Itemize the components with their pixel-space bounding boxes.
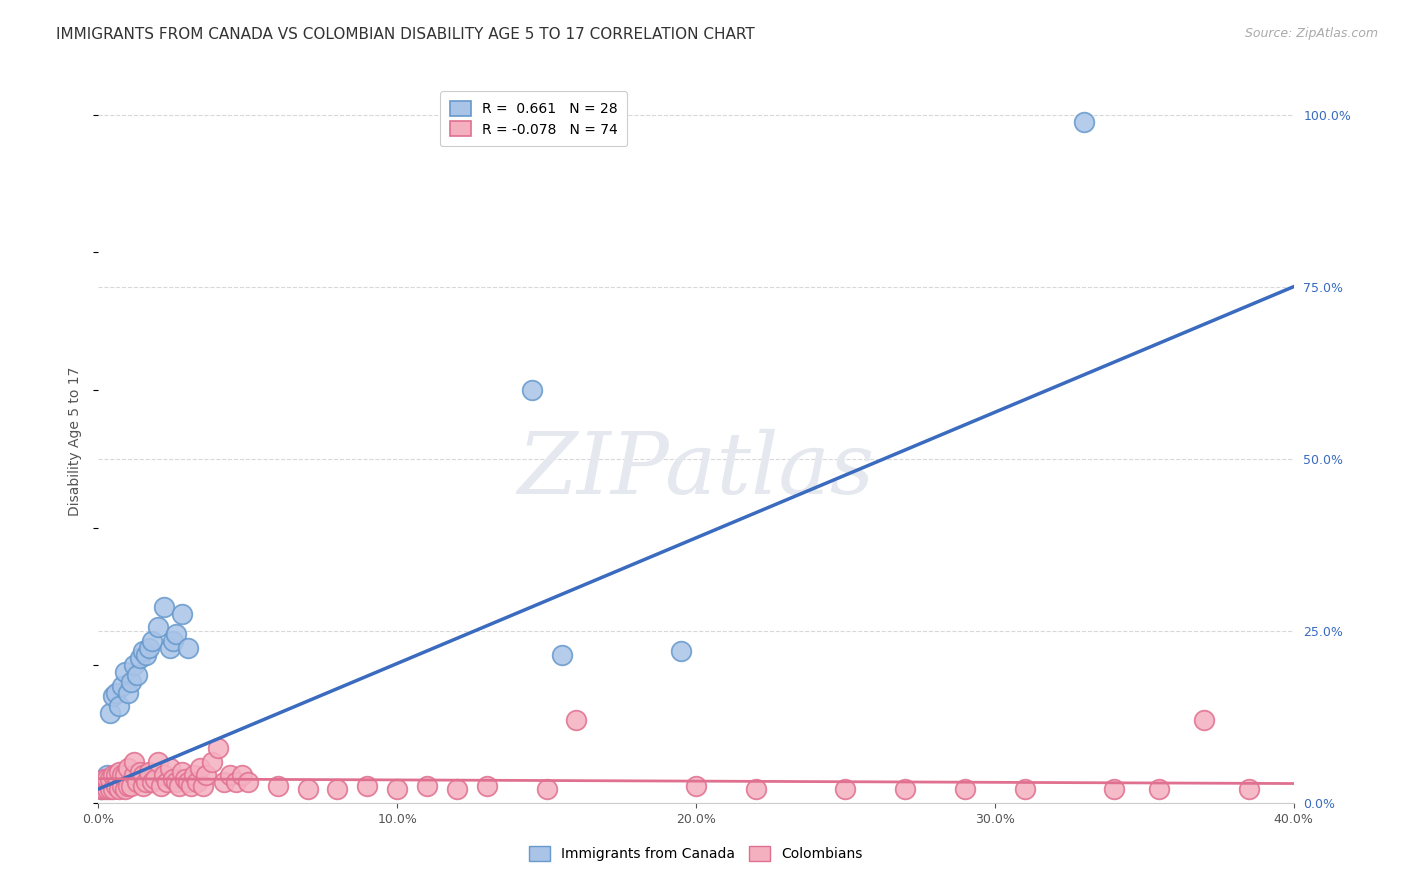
Point (124, 768, 146, 782)
Point (446, 782, 468, 797)
Point (834, 782, 856, 797)
Point (894, 782, 917, 797)
Point (236, 775, 259, 789)
Point (565, 713, 588, 727)
Point (669, 644, 692, 658)
Point (167, 779, 190, 793)
Point (105, 686, 128, 700)
Point (153, 768, 176, 782)
Point (188, 761, 211, 775)
Text: Source: ZipAtlas.com: Source: ZipAtlas.com (1244, 27, 1378, 40)
Point (172, 764, 194, 779)
Point (138, 640, 160, 655)
Point (159, 761, 181, 775)
Point (150, 779, 173, 793)
Point (90, 782, 112, 797)
Point (162, 772, 184, 786)
Point (114, 782, 136, 797)
Point (177, 775, 200, 789)
Point (297, 782, 319, 797)
Point (180, 779, 202, 793)
Point (124, 755, 146, 769)
Point (127, 775, 149, 789)
Point (1104, 782, 1126, 797)
Point (177, 640, 200, 655)
Point (183, 768, 205, 782)
Point (132, 779, 155, 793)
Point (135, 648, 157, 662)
Point (225, 775, 247, 789)
Point (127, 668, 149, 682)
Point (356, 779, 378, 793)
Point (201, 755, 224, 769)
Point (231, 768, 253, 782)
Point (96, 772, 118, 786)
Point (111, 768, 134, 782)
Point (1073, 114, 1095, 128)
Point (1014, 782, 1036, 797)
Point (953, 782, 976, 797)
Point (120, 675, 142, 690)
Point (93, 782, 115, 797)
Point (148, 755, 170, 769)
Point (1192, 713, 1215, 727)
Y-axis label: Disability Age 5 to 17: Disability Age 5 to 17 (69, 367, 83, 516)
Point (685, 779, 707, 793)
Point (475, 779, 498, 793)
Point (98, 706, 122, 721)
Point (212, 775, 235, 789)
Legend: Immigrants from Canada, Colombians: Immigrants from Canada, Colombians (523, 839, 869, 868)
Point (132, 768, 155, 782)
Point (416, 779, 439, 793)
Point (550, 648, 572, 662)
Point (536, 782, 558, 797)
Point (1147, 782, 1170, 797)
Point (138, 764, 160, 779)
Point (114, 665, 136, 679)
Point (108, 699, 131, 714)
Point (120, 779, 142, 793)
Point (520, 383, 543, 397)
Point (165, 775, 187, 789)
Point (98, 782, 122, 797)
Point (162, 634, 184, 648)
Point (96, 782, 118, 797)
Point (117, 779, 139, 793)
Point (117, 686, 139, 700)
Point (105, 779, 128, 793)
Point (132, 644, 155, 658)
Point (129, 651, 152, 665)
Point (186, 775, 208, 789)
Point (141, 634, 163, 648)
Text: IMMIGRANTS FROM CANADA VS COLOMBIAN DISABILITY AGE 5 TO 17 CORRELATION CHART: IMMIGRANTS FROM CANADA VS COLOMBIAN DISA… (56, 27, 755, 42)
Point (195, 768, 218, 782)
Point (124, 658, 146, 673)
Point (129, 764, 152, 779)
Point (108, 782, 131, 797)
Point (111, 679, 134, 693)
Point (141, 775, 163, 789)
Point (148, 620, 170, 634)
Point (114, 768, 136, 782)
Point (111, 779, 134, 793)
Point (385, 782, 409, 797)
Point (105, 768, 128, 782)
Point (103, 782, 125, 797)
Point (267, 779, 290, 793)
Point (103, 768, 125, 782)
Point (153, 599, 176, 614)
Point (90, 782, 112, 797)
Text: ZIPatlas: ZIPatlas (517, 429, 875, 512)
Point (135, 775, 157, 789)
Point (93, 772, 115, 786)
Point (159, 640, 181, 655)
Point (172, 607, 194, 621)
Point (174, 772, 197, 786)
Point (745, 782, 768, 797)
Point (191, 779, 214, 793)
Point (103, 689, 125, 703)
Point (207, 740, 229, 755)
Point (156, 775, 179, 789)
Point (143, 772, 166, 786)
